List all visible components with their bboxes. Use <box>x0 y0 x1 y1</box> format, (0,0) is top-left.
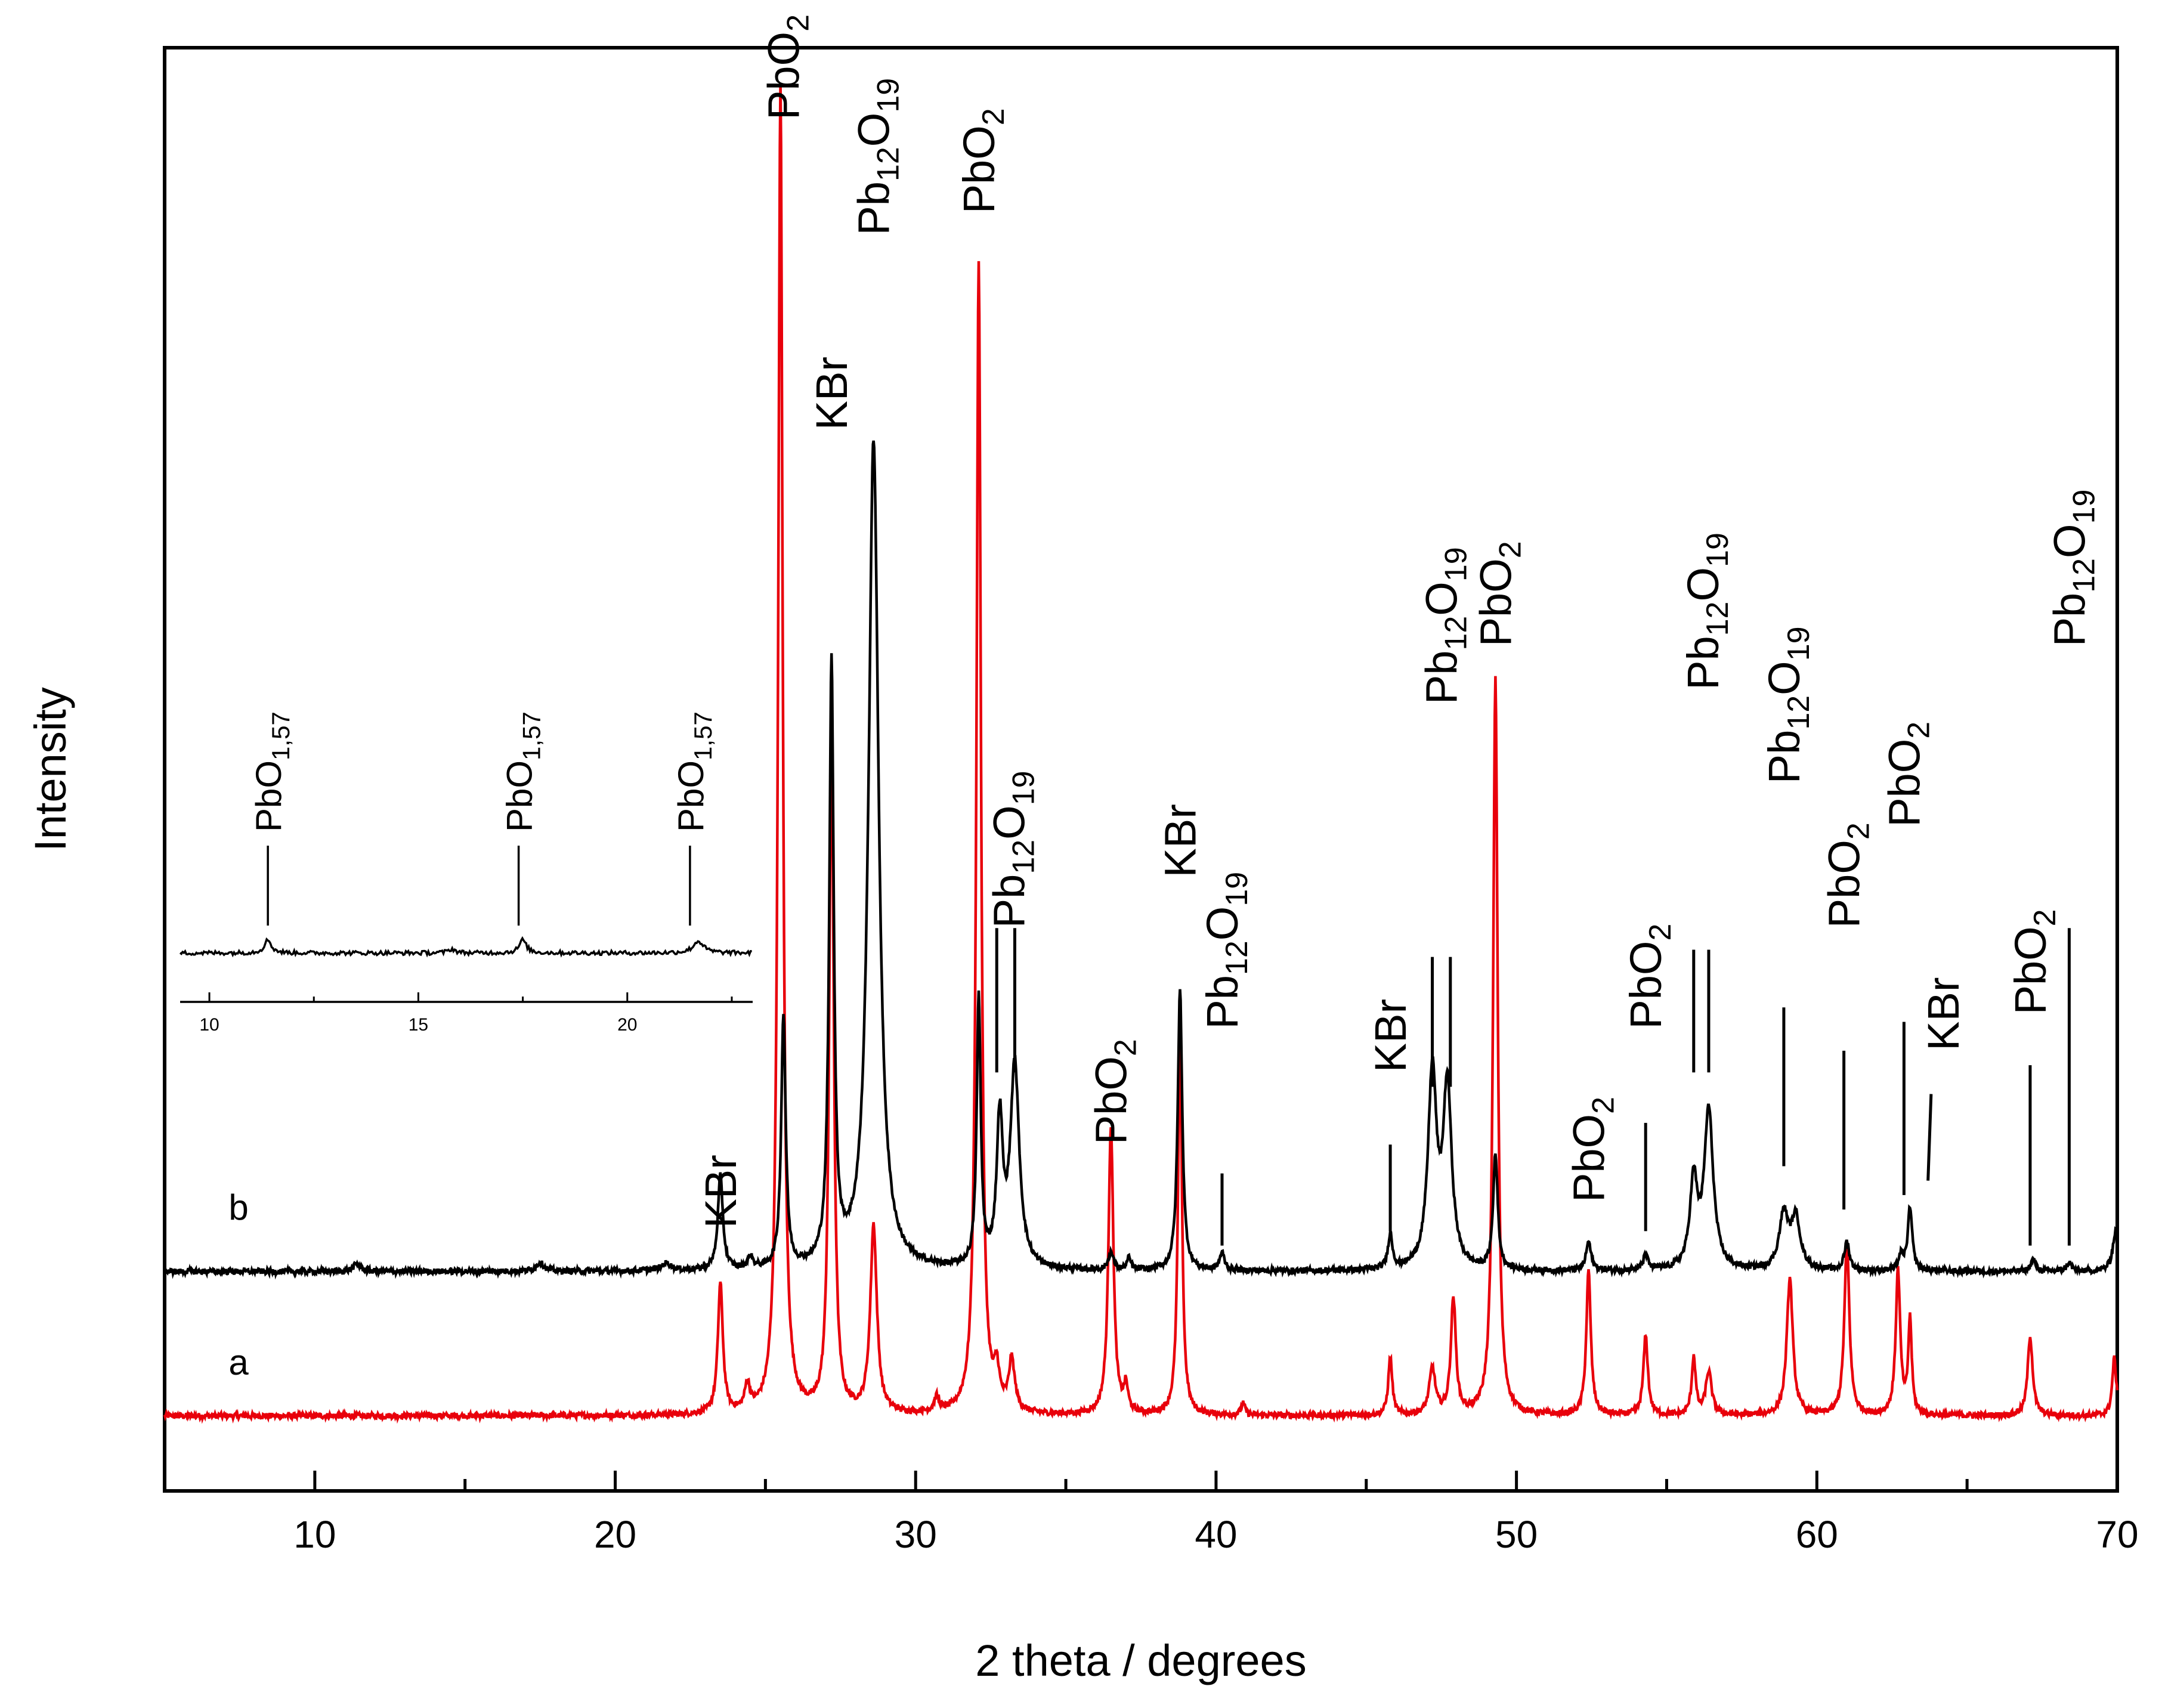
peak-label: Pb12O19 <box>1198 872 1254 1029</box>
tick-layer: 10 20 30 40 50 60 70 <box>163 1471 2139 1556</box>
inset-panel: 10 15 20 PbO1,57 PbO1,57 PbO1,57 <box>179 711 753 1035</box>
peak-label: PbO2 <box>1879 722 1936 827</box>
x-tick-label: 40 <box>1195 1513 1237 1556</box>
peak-label: Pb12O19 <box>984 771 1041 928</box>
x-tick-label: 70 <box>2096 1513 2138 1556</box>
peak-annotation: PbO2 <box>1564 1097 1621 1202</box>
peak-label: KBr <box>1155 804 1205 877</box>
series-layer <box>163 83 2119 1424</box>
peak-annotation: Pb12O19 <box>1759 626 1816 1166</box>
x-tick-label: 50 <box>1495 1513 1538 1556</box>
peak-annotation: PbO2 <box>954 108 1011 214</box>
peak-label: PbO2 <box>1820 822 1876 928</box>
peak-annotation: KBr <box>696 1155 746 1228</box>
peak-annotation: Pb12O19 <box>1417 547 1474 1087</box>
peak-label: PbO1,57 <box>249 711 295 832</box>
x-tick-label: 20 <box>594 1513 636 1556</box>
peak-annotation: PbO2 <box>1621 924 1678 1232</box>
peak-label: Pb12O19 <box>1759 626 1816 784</box>
plot-frame <box>163 46 2119 1493</box>
peak-label: PbO2 <box>954 108 1011 214</box>
inset-tick-label: 20 <box>617 1015 637 1035</box>
peak-label: PbO2 <box>1471 541 1527 646</box>
y-axis-title: Intensity <box>26 687 75 852</box>
peak-label: Pb12O19 <box>1678 533 1735 690</box>
peak-annotation: PbO2 <box>1879 722 1936 1195</box>
peak-annotation: PbO2 <box>759 14 816 120</box>
peak-annotation: Pb12O19 <box>2045 490 2101 1246</box>
peak-label: PbO2 <box>759 14 816 120</box>
peak-label: PbO2 <box>1621 924 1678 1029</box>
inset-peak-annotation: PbO1,57 <box>500 711 546 926</box>
x-tick-label: 60 <box>1796 1513 1838 1556</box>
peak-annotation: Pb12O19 <box>1678 533 1735 1073</box>
inset-tick-label: 10 <box>199 1015 219 1035</box>
peak-label: PbO2 <box>1087 1039 1143 1144</box>
peak-label: Pb12O19 <box>1417 547 1474 704</box>
peak-annotation: KBr <box>1155 804 1205 877</box>
x-axis-title: 2 theta / degrees <box>975 1636 1306 1685</box>
peak-label: Pb12O19 <box>2045 490 2101 647</box>
peak-label: PbO2 <box>1564 1097 1621 1202</box>
peak-annotation: PbO2 <box>1471 541 1527 646</box>
peak-annotation: KBr <box>1366 999 1415 1232</box>
peak-label: PbO1,57 <box>671 711 717 832</box>
x-tick-label: 10 <box>293 1513 336 1556</box>
peak-label: PbO1,57 <box>500 711 546 832</box>
series-label-a: a <box>228 1342 249 1382</box>
peak-label: KBr <box>1919 977 1968 1051</box>
series-line-a <box>163 83 2119 1424</box>
annotation-layer: KBrPbO2KBrPb12O19PbO2Pb12O19PbO2KBrPb12O… <box>696 14 2101 1246</box>
peak-label: PbO2 <box>2006 909 2062 1014</box>
x-tick-label: 30 <box>895 1513 937 1556</box>
inset-peak-annotation: PbO1,57 <box>249 711 295 926</box>
peak-annotation: PbO2 <box>2006 909 2062 1246</box>
peak-annotation: PbO2 <box>1087 1039 1143 1144</box>
peak-label: Pb12O19 <box>849 78 906 236</box>
series-line-b <box>163 440 2119 1280</box>
peak-label: KBr <box>807 357 856 430</box>
peak-annotation: PbO2 <box>1820 822 1876 1210</box>
series-label-b: b <box>228 1187 248 1227</box>
peak-annotation: KBr <box>1919 977 1968 1181</box>
peak-annotation: KBr <box>807 357 856 430</box>
peak-label: KBr <box>1366 999 1415 1072</box>
peak-marker-line <box>1926 1094 1933 1181</box>
inset-peak-annotation: PbO1,57 <box>671 711 717 926</box>
peak-annotation: Pb12O19 <box>984 771 1041 1073</box>
inset-tick-label: 15 <box>409 1015 428 1035</box>
peak-annotation: Pb12O19 <box>1198 872 1254 1246</box>
inset-series-line <box>179 936 752 958</box>
peak-annotation: Pb12O19 <box>849 78 906 236</box>
peak-label: KBr <box>696 1155 746 1228</box>
